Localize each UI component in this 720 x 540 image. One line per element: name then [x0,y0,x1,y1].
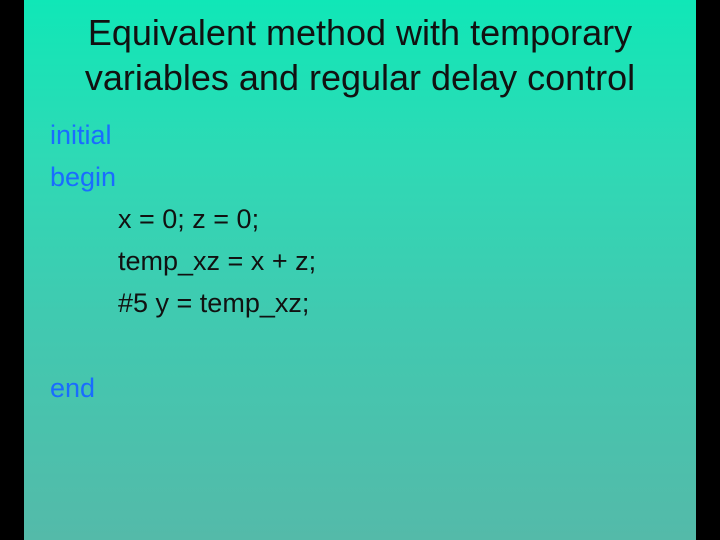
code-line-3: #5 y = temp_xz; [50,282,680,324]
slide: Equivalent method with temporary variabl… [24,0,696,540]
code-block: initial begin x = 0; z = 0; temp_xz = x … [50,114,680,409]
code-line-1: x = 0; z = 0; [50,198,680,240]
keyword-initial: initial [50,114,680,156]
keyword-end: end [50,367,680,409]
slide-title: Equivalent method with temporary variabl… [40,10,680,100]
keyword-begin: begin [50,156,680,198]
code-line-2: temp_xz = x + z; [50,240,680,282]
code-line-blank [50,325,680,367]
